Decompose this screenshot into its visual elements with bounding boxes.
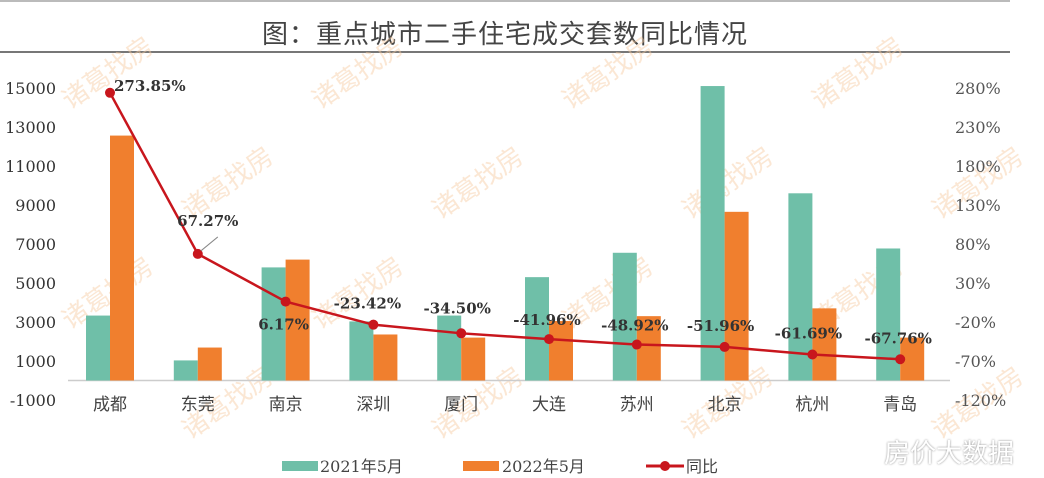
category-label: 青岛	[883, 395, 917, 415]
left-axis-tick: 3000	[15, 313, 56, 332]
left-axis-tick: 1000	[15, 352, 56, 371]
yoy-point	[544, 334, 554, 345]
bar-2021	[349, 321, 374, 381]
bar-2022	[373, 334, 398, 381]
legend-swatch-2021	[282, 461, 318, 471]
right-axis-tick: 280%	[955, 79, 1001, 98]
right-axis-tick: 30%	[955, 274, 991, 293]
legend-label-2021: 2021年5月	[320, 457, 403, 476]
bar-2022	[197, 347, 222, 381]
category-label: 苏州	[620, 395, 654, 415]
bar-2022	[812, 308, 837, 381]
left-axis-tick: 15000	[5, 79, 56, 98]
bar-2021	[437, 315, 462, 381]
yoy-data-label: -67.76%	[864, 329, 931, 347]
yoy-data-label: -41.96%	[513, 311, 580, 329]
category-label: 成都	[93, 395, 127, 415]
bar-2022	[636, 316, 661, 381]
watermark-text: 诸葛找房	[57, 31, 159, 115]
bar-2022	[285, 259, 310, 381]
bar-2021	[612, 252, 637, 381]
watermark-text: 诸葛找房	[307, 31, 409, 115]
watermark-text: 诸葛找房	[557, 31, 659, 115]
title-rule	[0, 51, 1010, 53]
yoy-point	[368, 319, 379, 330]
category-label: 东莞	[181, 395, 215, 415]
right-axis-tick: 180%	[955, 157, 1001, 176]
category-label: 北京	[708, 395, 742, 415]
bar-2022	[110, 135, 134, 381]
left-axis-tick: 7000	[15, 235, 56, 254]
yoy-point	[895, 354, 906, 365]
right-axis-tick: -70%	[955, 352, 996, 371]
left-axis-tick: 9000	[15, 196, 56, 215]
right-axis-tick: -20%	[955, 313, 996, 332]
right-axis-tick: 230%	[955, 118, 1001, 137]
yoy-point	[807, 349, 818, 360]
yoy-point	[719, 341, 730, 352]
yoy-data-label: -23.42%	[334, 295, 401, 313]
watermark-text: 诸葛找房	[807, 31, 909, 115]
yoy-data-label: -61.69%	[775, 325, 842, 343]
yoy-point	[280, 296, 291, 307]
yoy-point	[192, 248, 203, 259]
bar-2021	[525, 277, 549, 381]
category-label: 深圳	[356, 395, 390, 415]
bar-2021	[700, 86, 725, 381]
yoy-data-label: -48.92%	[601, 317, 668, 335]
yoy-data-label: -51.96%	[687, 317, 754, 335]
yoy-point	[456, 328, 467, 339]
legend-label-yoy: 同比	[686, 457, 718, 476]
category-label: 厦门	[444, 395, 478, 415]
bar-2021	[261, 267, 286, 381]
overlay-watermark: 房价大数据	[883, 439, 1014, 469]
yoy-line	[108, 92, 901, 361]
left-axis-tick: 13000	[5, 118, 56, 137]
bar-2022	[461, 337, 486, 381]
top-rule	[0, 0, 1010, 2]
left-axis-tick: 11000	[5, 157, 56, 176]
bar-2021	[86, 315, 110, 381]
right-axis-tick: 130%	[955, 196, 1001, 215]
yoy-data-label: -34.50%	[423, 299, 490, 317]
bar-2021	[788, 193, 813, 381]
legend-label-2022: 2022年5月	[502, 457, 585, 476]
watermark-text: 诸葛找房	[427, 141, 529, 225]
category-label: 南京	[269, 395, 303, 415]
right-axis-tick: 80%	[955, 235, 991, 254]
category-label: 大连	[532, 395, 566, 415]
bar-2021	[173, 360, 198, 381]
chart-title: 图：重点城市二手住宅成交套数同比情况	[261, 20, 748, 50]
left-axis-tick: -1000	[10, 391, 56, 410]
legend-swatch-2022	[463, 461, 499, 471]
label-leader-line	[200, 236, 219, 252]
yoy-point	[631, 339, 642, 350]
yoy-data-label: 6.17%	[258, 316, 309, 334]
bar-2022	[549, 321, 573, 381]
category-label: 杭州	[795, 395, 829, 415]
yoy-point	[105, 87, 115, 98]
legend-marker-yoy	[660, 461, 670, 471]
right-axis-tick: -120%	[955, 391, 1006, 410]
left-axis-tick: 5000	[15, 274, 56, 293]
bar-2022	[724, 211, 749, 381]
yoy-data-label: 67.27%	[177, 212, 238, 230]
yoy-data-label: 273.85%	[114, 77, 186, 95]
